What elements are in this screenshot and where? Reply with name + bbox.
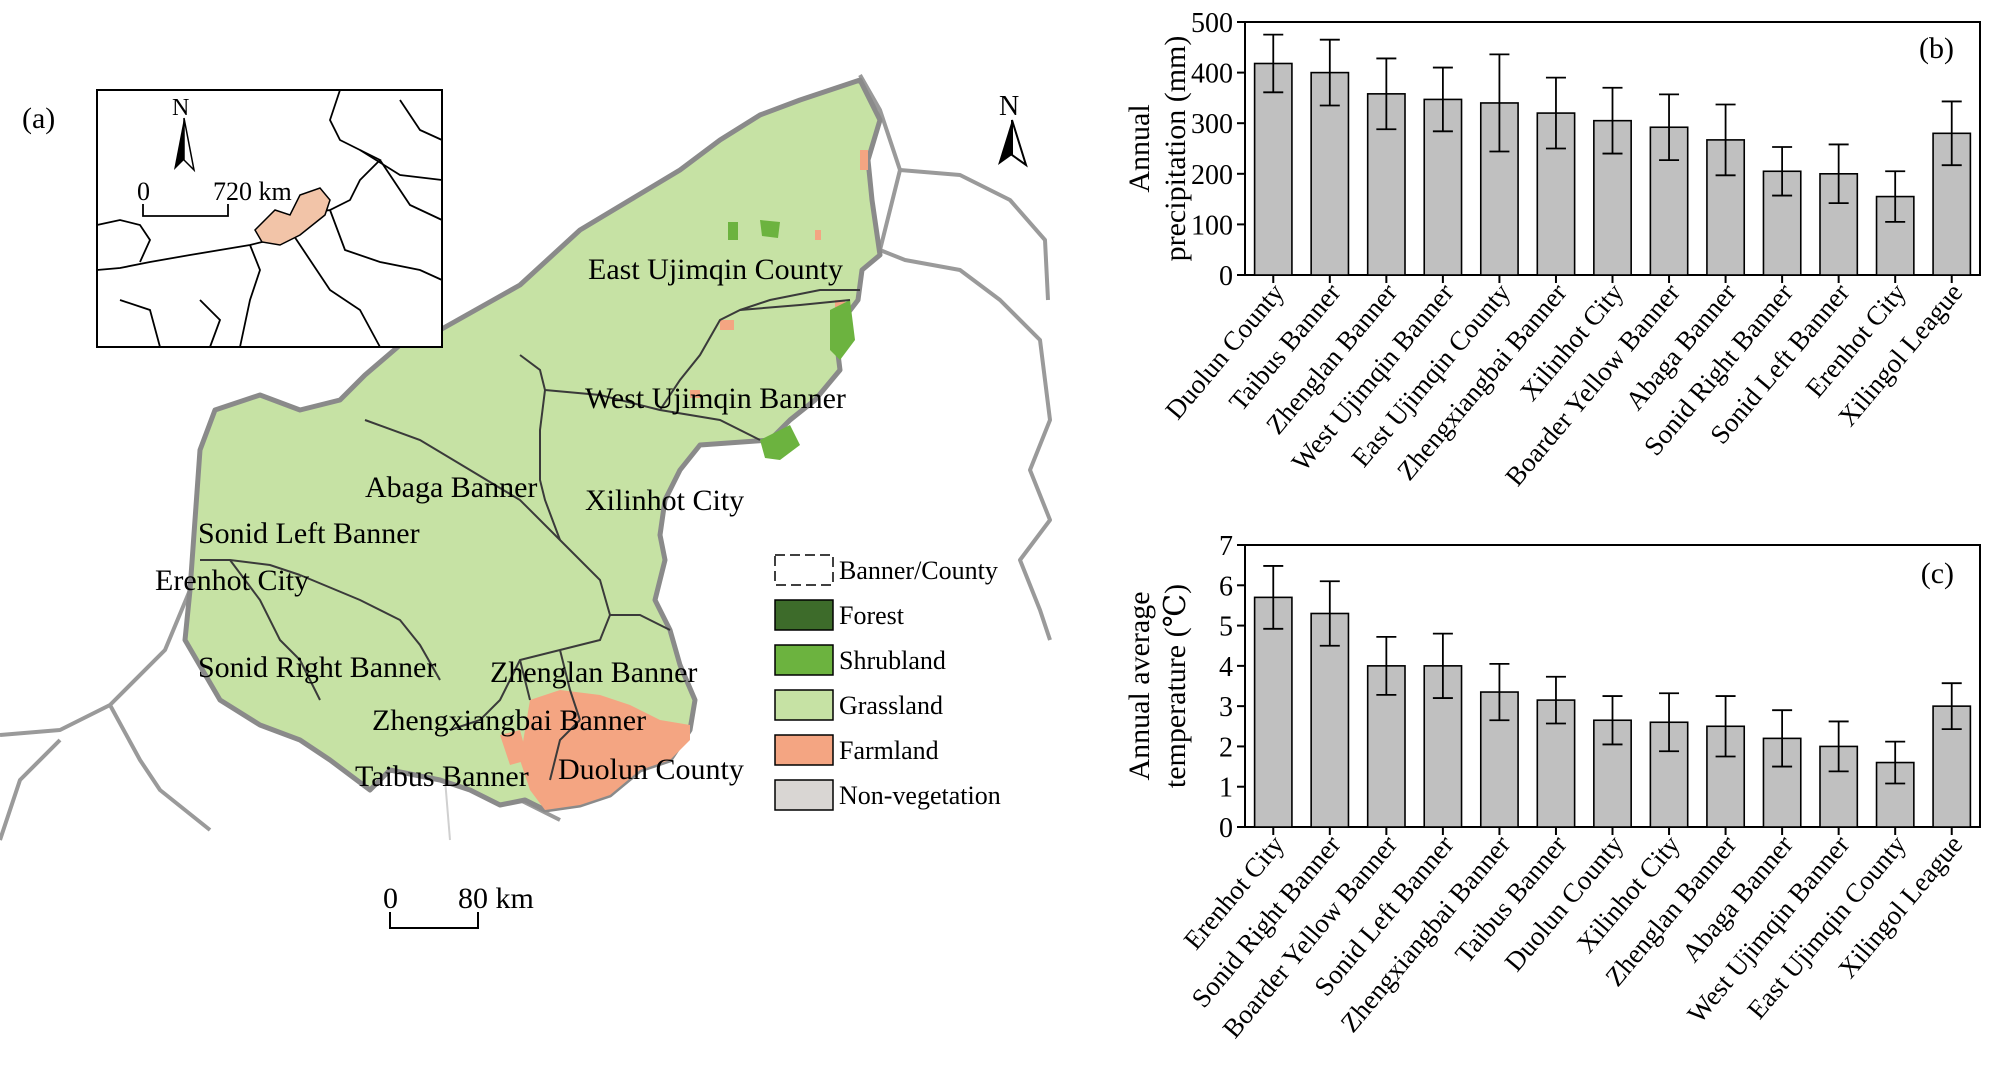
map-legend: Banner/County Forest Shrubland Grassland Far… bbox=[774, 554, 1001, 811]
legend-swatch bbox=[774, 599, 834, 631]
chart-temperature: (c) 0 1 2 3 4 5 6 7 Annual average temperature (℃… bbox=[1123, 531, 1981, 1044]
scale-zero: 0 bbox=[383, 882, 398, 915]
label-xilinhot: Xilinhot City bbox=[585, 484, 744, 517]
y-axis-label-line: temperature (℃) bbox=[1159, 584, 1192, 788]
y-axis-label: Annual precipitation (mm) bbox=[1123, 36, 1192, 262]
y-tick-label: 5 bbox=[1219, 612, 1233, 643]
y-axis-label-line: Annual average bbox=[1123, 591, 1156, 780]
internal-borders bbox=[200, 289, 860, 781]
label-zhengxiangbai: Zhengxiangbai Banner bbox=[372, 704, 646, 737]
north-letter: N bbox=[999, 91, 1019, 122]
bar bbox=[1423, 98, 1463, 276]
north-arrow: N bbox=[998, 91, 1028, 168]
panel-label-b: (b) bbox=[1919, 32, 1954, 65]
y-tick-label: 300 bbox=[1191, 109, 1233, 140]
legend-label: Farmland bbox=[839, 736, 939, 765]
inset-map: N 0 720 km bbox=[96, 89, 443, 348]
bar bbox=[1310, 612, 1350, 828]
y-tick-label: 500 bbox=[1191, 8, 1233, 39]
inset-scale-zero: 0 bbox=[137, 177, 150, 206]
legend-swatch bbox=[774, 779, 834, 811]
label-duolun: Duolun County bbox=[558, 753, 744, 786]
shrubland-patches bbox=[728, 220, 855, 460]
legend-label: Banner/County bbox=[839, 556, 998, 585]
label-abaga: Abaga Banner bbox=[365, 471, 537, 504]
y-tick-label: 0 bbox=[1219, 261, 1233, 292]
bar bbox=[1253, 62, 1293, 276]
y-tick-label: 100 bbox=[1191, 210, 1233, 241]
label-sonid-left: Sonid Left Banner bbox=[198, 517, 420, 550]
y-tick-label: 400 bbox=[1191, 59, 1233, 90]
bar bbox=[1253, 596, 1293, 828]
legend-swatch bbox=[774, 644, 834, 676]
label-sonid-right: Sonid Right Banner bbox=[198, 651, 436, 684]
label-taibus: Taibus Banner bbox=[355, 760, 529, 793]
y-tick-label: 3 bbox=[1219, 692, 1233, 723]
label-east-ujimqin: East Ujimqin County bbox=[588, 253, 843, 286]
inset-north-letter: N bbox=[172, 95, 189, 121]
legend-label: Forest bbox=[839, 601, 905, 630]
legend-swatch bbox=[774, 554, 834, 586]
y-tick-label: 200 bbox=[1191, 160, 1233, 191]
map-panel: (a) bbox=[0, 74, 1052, 929]
y-axis-label-line: Annual bbox=[1123, 104, 1156, 192]
y-axis-label: Annual average temperature (℃) bbox=[1123, 584, 1192, 788]
y-tick-label: 1 bbox=[1219, 773, 1233, 804]
scale-bar: 0 80 km bbox=[383, 882, 534, 929]
legend-swatch bbox=[774, 734, 834, 766]
inset-highlight bbox=[254, 187, 331, 246]
y-tick-label: 0 bbox=[1219, 813, 1233, 844]
y-tick-label: 2 bbox=[1219, 732, 1233, 763]
label-erenhot: Erenhot City bbox=[155, 564, 309, 597]
study-region bbox=[182, 77, 883, 813]
panel-label-c: (c) bbox=[1921, 557, 1954, 590]
region-labels: East Ujimqin County West Ujimqin Banner … bbox=[155, 253, 846, 793]
inset-scale-label: 720 km bbox=[213, 177, 292, 206]
y-tick-label: 7 bbox=[1219, 531, 1233, 562]
label-zhenglan: Zhenglan Banner bbox=[490, 656, 697, 689]
scale-label: 80 km bbox=[458, 882, 534, 915]
label-west-ujimqin: West Ujimqin Banner bbox=[585, 382, 846, 415]
legend-swatch bbox=[774, 689, 834, 721]
y-tick-label: 4 bbox=[1219, 652, 1233, 683]
panel-label-a: (a) bbox=[22, 102, 55, 135]
legend-label: Shrubland bbox=[839, 646, 946, 675]
y-axis-label-line: precipitation (mm) bbox=[1159, 36, 1192, 262]
legend-label: Non-vegetation bbox=[839, 781, 1001, 810]
legend-label: Grassland bbox=[839, 691, 943, 720]
y-tick-label: 6 bbox=[1219, 571, 1233, 602]
